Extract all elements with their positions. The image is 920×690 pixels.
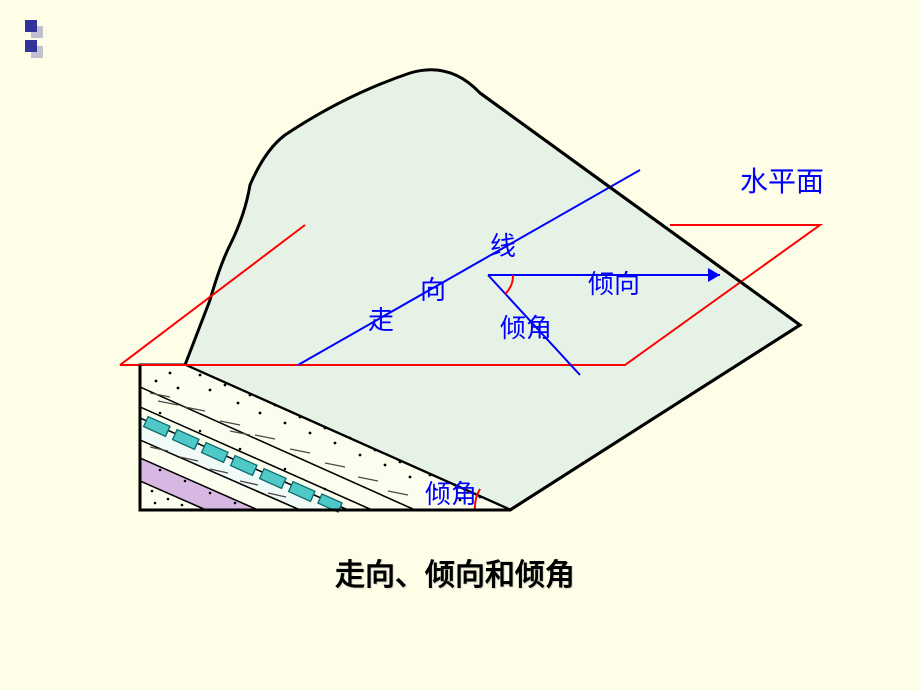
label-dip-dir: 倾向 [588, 264, 640, 301]
label-dip-angle-bottom: 倾角 [425, 474, 477, 511]
label-strike-c2: 向 [420, 270, 446, 307]
label-strike-line: 线 [490, 226, 516, 263]
bullet-decor-2 [25, 40, 37, 52]
bullet-decor-1 [25, 20, 37, 32]
label-strike-c1: 走 [368, 300, 394, 337]
label-horizontal-plane: 水平面 [740, 160, 824, 200]
label-dip-angle-top: 倾角 [500, 308, 552, 345]
geology-diagram [110, 65, 830, 545]
caption: 走向、倾向和倾角 [335, 550, 575, 594]
